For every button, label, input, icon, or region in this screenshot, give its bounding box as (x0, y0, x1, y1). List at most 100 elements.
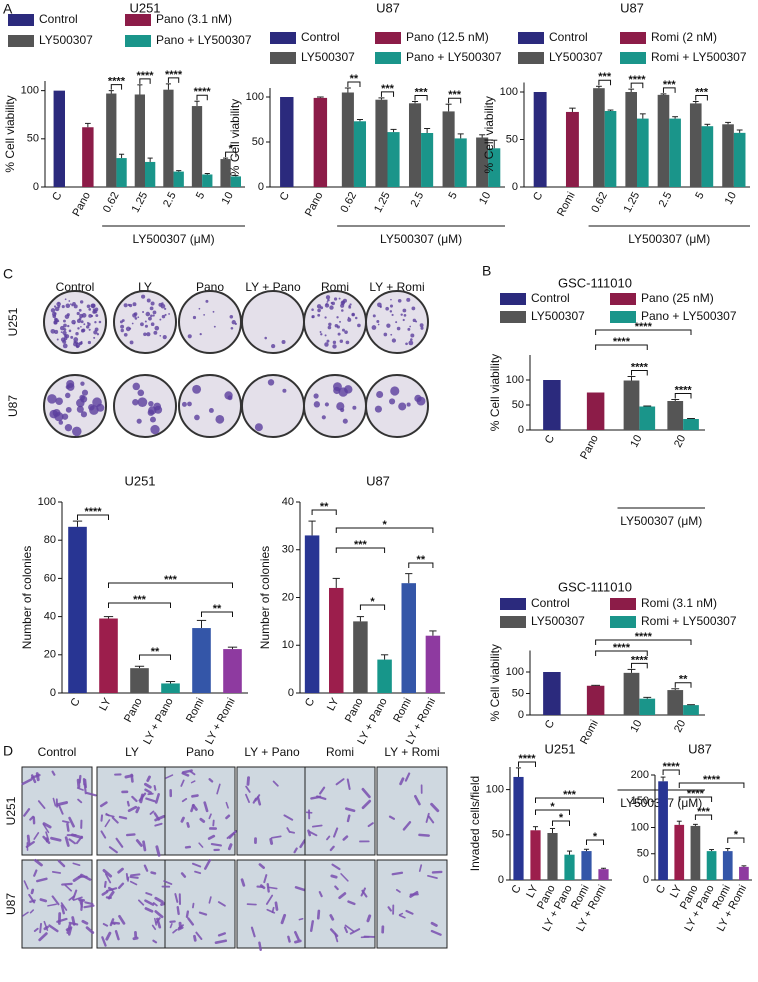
colony (68, 300, 71, 302)
bar (329, 587, 344, 693)
y-tick-label: 0 (643, 874, 649, 886)
cell (62, 820, 70, 824)
cell (60, 902, 68, 911)
colony (181, 401, 187, 407)
colony (148, 316, 152, 321)
cell (135, 839, 143, 847)
colony (150, 301, 155, 306)
y-tick-label: 10 (282, 639, 294, 651)
cell (286, 827, 291, 833)
cell (298, 917, 304, 921)
legend-label: LY500307 (549, 50, 603, 64)
significance-label: **** (635, 631, 653, 643)
bar (667, 401, 684, 430)
legend-swatch (518, 32, 544, 44)
colony (132, 398, 139, 406)
cell (115, 837, 124, 848)
cell (347, 900, 356, 906)
bar (669, 118, 681, 187)
cell (294, 939, 302, 944)
cell (210, 842, 222, 847)
colony (153, 330, 158, 335)
colony (132, 302, 137, 307)
bar (488, 148, 501, 187)
colony (402, 308, 407, 313)
colony (339, 320, 341, 323)
significance-bracket (631, 662, 648, 669)
cell (329, 928, 339, 938)
colony (391, 313, 394, 317)
colony (76, 405, 84, 413)
x-tick-label: C (531, 190, 545, 203)
cell (68, 838, 77, 845)
cell (68, 921, 79, 926)
legend-label: Pano + LY500307 (406, 50, 502, 64)
cell (33, 927, 39, 932)
cell (118, 815, 128, 820)
significance-label: ** (417, 554, 426, 566)
cell (144, 782, 152, 789)
colony (385, 306, 389, 311)
colony (338, 297, 341, 300)
bar (192, 628, 211, 693)
colony (161, 302, 164, 305)
cell (398, 914, 406, 919)
column-label: Romi (321, 280, 349, 294)
colony (93, 309, 98, 314)
colony (80, 341, 83, 345)
cell (23, 880, 29, 890)
cell (217, 932, 226, 937)
cell (61, 882, 73, 886)
micrograph (164, 766, 236, 856)
cell (246, 776, 250, 786)
x-tick-label: Pano (578, 433, 601, 461)
colony (402, 318, 405, 322)
cell (56, 801, 69, 807)
column-label: Control (38, 745, 77, 759)
colony (127, 303, 131, 307)
legend-swatch (500, 598, 526, 610)
cell (185, 910, 190, 919)
x-axis-label: LY500307 (μM) (380, 232, 462, 246)
colony (154, 325, 160, 331)
x-tick-label: 10 (220, 190, 236, 206)
x-tick-label: 10 (723, 190, 739, 206)
bar (476, 137, 489, 187)
significance-bracket (586, 839, 604, 845)
bar (586, 392, 605, 430)
cell (144, 899, 155, 906)
cell (151, 924, 157, 931)
colony (88, 313, 93, 318)
significance-label: **** (518, 753, 536, 765)
cell (180, 816, 185, 823)
cell (163, 880, 173, 885)
cell (76, 778, 81, 789)
colony (267, 379, 275, 386)
x-tick-label: 10 (477, 190, 493, 206)
cell (125, 872, 129, 881)
x-tick-label: Romi (555, 190, 578, 218)
y-tick-label: 50 (492, 829, 504, 841)
colony (60, 331, 63, 334)
colony (194, 414, 200, 421)
colony (328, 322, 332, 327)
legend-label: Control (39, 12, 78, 26)
cell (191, 862, 202, 868)
significance-bracket (674, 393, 692, 399)
legend-swatch (610, 598, 636, 610)
colony (63, 333, 68, 338)
cell (117, 867, 124, 874)
bar (683, 419, 699, 430)
colony (76, 318, 82, 323)
significance-label: *** (448, 89, 462, 101)
panel-letter: C (3, 266, 13, 282)
significance-bracket (167, 77, 180, 83)
cell (152, 902, 158, 907)
colony (344, 330, 348, 334)
cell (145, 892, 153, 896)
cell (272, 780, 279, 787)
colony (63, 328, 67, 331)
significance-bracket (335, 527, 434, 533)
colony (327, 325, 332, 330)
significance-label: *** (381, 83, 395, 95)
